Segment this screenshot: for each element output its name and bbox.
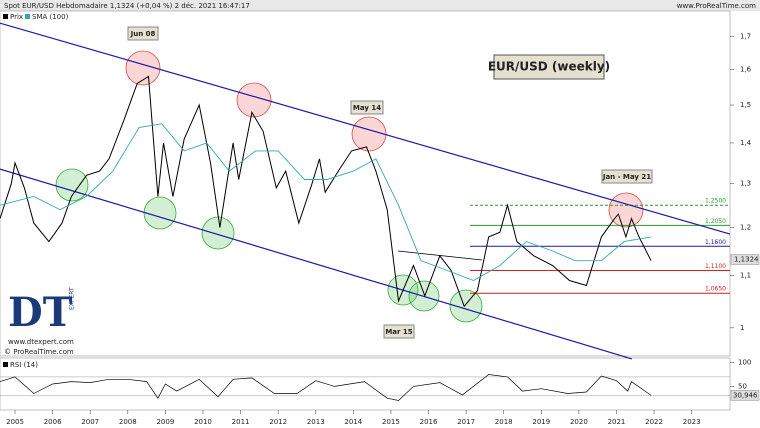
- trend-line: [0, 168, 633, 360]
- annotations: Jun 08 May 14 Mar 15 Jan - May 21 EUR/US…: [127, 26, 653, 339]
- copyright: © ProRealTime.com: [4, 348, 74, 356]
- circles: [55, 50, 644, 323]
- x-tick-label: 2012: [269, 418, 287, 426]
- annotation-box: [127, 26, 159, 41]
- annotation: Jun 08: [130, 30, 156, 38]
- y-tick-label: 1,2: [740, 224, 751, 232]
- x-tick-label: 2014: [344, 418, 362, 426]
- y-tick-label: 1,5: [740, 101, 751, 109]
- x-tick-label: 2005: [6, 418, 24, 426]
- y-tick-label: 1,7: [740, 32, 751, 40]
- y-tick-label: 1,1: [740, 271, 751, 279]
- chart-label: EUR/USD (weekly): [488, 60, 610, 74]
- x-tick-label: 2016: [420, 418, 438, 426]
- x-tick-label: 2022: [645, 418, 663, 426]
- x-tick-label: 2011: [232, 418, 250, 426]
- x-tick-label: 2013: [307, 418, 325, 426]
- level-label: 1,2500: [705, 198, 726, 205]
- website: www.dtexpert.com: [8, 338, 74, 346]
- logo-sub: EXPERT: [69, 287, 76, 310]
- source: www.ProRealTime.com: [677, 2, 756, 10]
- annotation-box: [601, 169, 653, 184]
- rsi-tick-label: 50: [738, 382, 747, 390]
- rsi-swatch: [3, 362, 8, 367]
- x-tick-label: 2010: [194, 418, 212, 426]
- level-label: 1,1600: [705, 239, 726, 246]
- rsi-current-badge: [730, 390, 760, 401]
- sma-line: [0, 123, 652, 281]
- resistance-circle: [125, 50, 161, 86]
- trend-line: [0, 22, 731, 235]
- level-label: 1,1100: [705, 263, 726, 270]
- support-circle: [449, 289, 483, 323]
- annotation-box: [383, 324, 415, 339]
- rsi-legend: RSI (14): [10, 361, 38, 369]
- x-tick-label: 2017: [457, 418, 475, 426]
- x-tick-label: 2021: [608, 418, 626, 426]
- x-tick-label: 2019: [532, 418, 550, 426]
- legend-entry: Prix: [10, 13, 23, 21]
- x-tick-label: 2008: [119, 418, 137, 426]
- rsi-panel: [0, 357, 731, 411]
- support-circle: [143, 196, 177, 230]
- resistance-circle: [608, 192, 644, 228]
- current-price-label: 1,1324: [734, 255, 759, 263]
- legend-swatch: [3, 14, 8, 19]
- x-tick-label: 2007: [81, 418, 99, 426]
- level-label: 1,2050: [705, 218, 726, 225]
- annotation: May 14: [353, 104, 381, 112]
- annotation-box: [493, 54, 605, 80]
- x-tick-label: 2006: [44, 418, 62, 426]
- annotation-box: [350, 100, 384, 115]
- price-line: [0, 75, 652, 308]
- rsi-current-label: 30,946: [733, 391, 758, 399]
- support-circle: [201, 216, 235, 250]
- annotation: Jan - May 21: [602, 173, 651, 181]
- chart-title: Spot EUR/USD Hebdomadaire 1,1324 (+0,04 …: [4, 2, 250, 10]
- y-tick-label: 1,6: [740, 66, 752, 74]
- x-tick-label: 2009: [156, 418, 174, 426]
- resistance-circle: [236, 82, 272, 118]
- legend-entry: SMA (100): [32, 13, 69, 21]
- x-tick-label: 2018: [495, 418, 513, 426]
- annotation: Mar 15: [385, 328, 412, 336]
- legend-swatch: [25, 14, 30, 19]
- resistance-circle: [351, 116, 387, 152]
- level-label: 1,0650: [705, 286, 726, 293]
- y-tick-label: 1,3: [740, 180, 751, 188]
- x-tick-label: 2015: [382, 418, 400, 426]
- current-price-badge: [730, 254, 760, 265]
- x-tick-label: 2023: [683, 418, 701, 426]
- rsi-line: [0, 374, 652, 401]
- x-tick-label: 2020: [570, 418, 588, 426]
- rsi-tick-label: 100: [738, 359, 751, 367]
- y-tick-label: 1,4: [740, 139, 752, 147]
- header-bar: [0, 0, 760, 11]
- logo: DT: [8, 289, 73, 336]
- y-tick-label: 1: [740, 324, 744, 332]
